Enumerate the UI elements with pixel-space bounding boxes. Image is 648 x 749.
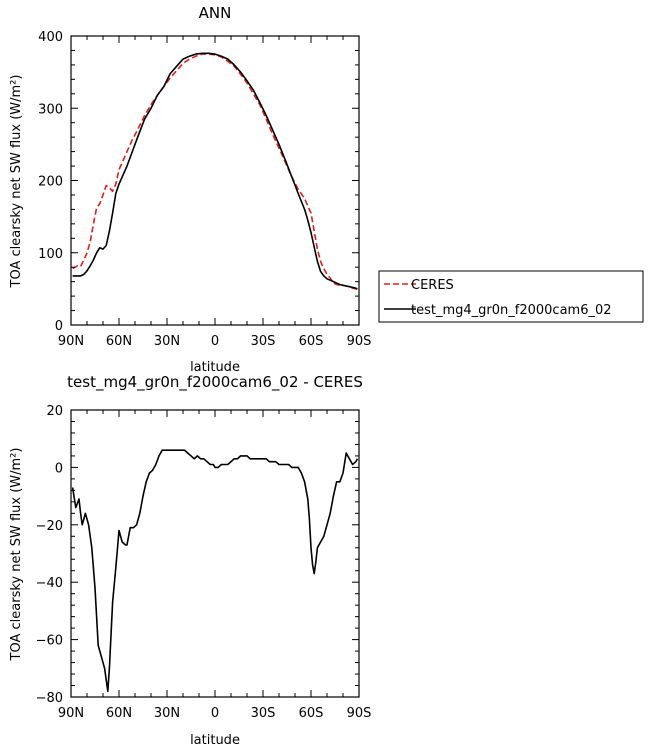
top-plot-frame bbox=[70, 35, 360, 326]
bottom-x-tick-label: 60S bbox=[299, 706, 324, 721]
bottom-y-tick-label: −40 bbox=[36, 576, 63, 591]
bottom-x-tick-label: 60N bbox=[106, 706, 132, 721]
bottom-x-tick-label: 30N bbox=[154, 706, 180, 721]
legend-box bbox=[378, 270, 644, 323]
top-y-tick-label: 200 bbox=[38, 175, 63, 190]
top-x-tick-label: 90N bbox=[58, 334, 84, 349]
top-x-tick-label: 60S bbox=[299, 334, 324, 349]
top-series-line-0 bbox=[72, 53, 358, 291]
legend: CERES test_mg4_gr0n_f2000cam6_02 bbox=[378, 270, 644, 323]
bottom-y-tick-label: 0 bbox=[55, 461, 63, 476]
bottom-x-tick-label: 0 bbox=[211, 706, 219, 721]
top-x-tick-label: 90S bbox=[347, 334, 372, 349]
bottom-y-tick-label: −80 bbox=[36, 691, 63, 706]
top-x-tick-label: 60N bbox=[106, 334, 132, 349]
bottom-y-tick-label: −60 bbox=[36, 634, 63, 649]
legend-label-test: test_mg4_gr0n_f2000cam6_02 bbox=[411, 303, 612, 318]
bottom-y-axis-label: TOA clearsky net SW flux (W/m²) bbox=[9, 448, 24, 662]
top-x-tick-label: 30S bbox=[251, 334, 276, 349]
bottom-x-axis-label: latitude bbox=[190, 733, 240, 748]
top-y-tick-label: 400 bbox=[38, 30, 63, 45]
bottom-plot-frame bbox=[70, 409, 360, 698]
top-x-tick-label: 30N bbox=[154, 334, 180, 349]
legend-label-ceres: CERES bbox=[411, 278, 454, 293]
bottom-y-tick-label: −20 bbox=[36, 519, 63, 534]
top-y-tick-label: 300 bbox=[38, 102, 63, 117]
top-y-tick-label: 100 bbox=[38, 247, 63, 262]
bottom-y-tick-label: 20 bbox=[46, 404, 63, 419]
top-y-tick-label: 0 bbox=[55, 319, 63, 334]
top-y-axis-label: TOA clearsky net SW flux (W/m²) bbox=[9, 75, 24, 289]
top-x-tick-label: 0 bbox=[211, 334, 219, 349]
bottom-x-tick-label: 90S bbox=[347, 706, 372, 721]
top-chart-title: ANN bbox=[199, 4, 232, 22]
bottom-x-tick-label: 90N bbox=[58, 706, 84, 721]
bottom-series-line-0 bbox=[71, 449, 359, 693]
top-x-axis-label: latitude bbox=[190, 360, 240, 375]
bottom-x-tick-label: 30S bbox=[251, 706, 276, 721]
bottom-plot: 90N 60N 30N 0 30S 60S 90S −80 −60 −40 −20 0 20 bbox=[36, 404, 372, 721]
top-plot: 90N 60N 30N 0 30S 60S 90S 0 100 200 300 400 bbox=[38, 30, 371, 349]
top-series-line-1 bbox=[72, 52, 358, 290]
bottom-chart-title: test_mg4_gr0n_f2000cam6_02 - CERES bbox=[67, 373, 363, 392]
